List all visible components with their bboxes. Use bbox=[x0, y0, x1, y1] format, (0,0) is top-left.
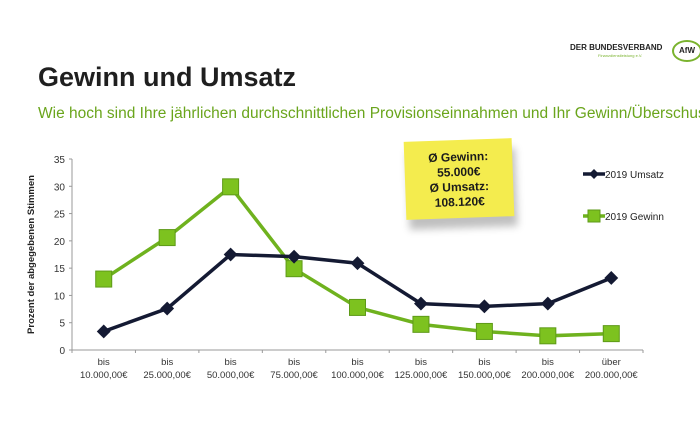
y-tick-label: 20 bbox=[54, 237, 66, 248]
x-tick-label: bis bbox=[225, 357, 237, 368]
legend-marker-2019-umsatz bbox=[589, 169, 599, 179]
data-point-2019-gewinn bbox=[412, 315, 430, 333]
logo-line1: DER BUNDESVERBAND bbox=[570, 43, 663, 52]
logo-badge: AfW bbox=[672, 40, 700, 62]
logo-line2: Finanzdienstleistung e.V. bbox=[598, 53, 643, 58]
y-axis-label: Prozent der abgegebenen Stimmen bbox=[26, 175, 37, 334]
x-tick-label: 25.000,00€ bbox=[143, 370, 191, 381]
x-tick-label: bis bbox=[351, 357, 363, 368]
data-point-2019-gewinn bbox=[222, 178, 240, 196]
note-umsatz-value: 108.120€ bbox=[434, 194, 486, 210]
x-tick-label: bis bbox=[161, 357, 173, 368]
data-point-2019-umsatz bbox=[477, 299, 492, 314]
x-tick-label: 75.000,00€ bbox=[270, 370, 318, 381]
afw-logo: DER BUNDESVERBAND Finanzdienstleistung e… bbox=[570, 40, 700, 64]
x-tick-label: 100.000,00€ bbox=[331, 370, 385, 381]
data-point-2019-umsatz bbox=[96, 324, 111, 339]
x-tick-label: 10.000,00€ bbox=[80, 370, 128, 381]
x-tick-label: 200.000,00€ bbox=[521, 370, 575, 381]
y-tick-label: 25 bbox=[54, 210, 66, 221]
y-tick-label: 0 bbox=[59, 346, 65, 357]
page-title: Gewinn und Umsatz bbox=[38, 62, 297, 92]
x-tick-label: bis bbox=[542, 357, 554, 368]
y-tick-label: 10 bbox=[54, 291, 66, 302]
data-point-2019-gewinn bbox=[539, 327, 557, 345]
y-tick-label: 35 bbox=[54, 155, 66, 166]
data-point-2019-umsatz bbox=[540, 296, 555, 311]
x-tick-label: 50.000,00€ bbox=[207, 370, 255, 381]
data-point-2019-gewinn bbox=[349, 298, 366, 316]
x-tick-label: 125.000,00€ bbox=[395, 370, 449, 381]
data-point-2019-gewinn bbox=[95, 270, 113, 288]
x-tick-label: bis bbox=[288, 357, 300, 368]
x-tick-label: 150.000,00€ bbox=[458, 370, 512, 381]
y-tick-label: 30 bbox=[54, 182, 66, 193]
page-subtitle: Wie hoch sind Ihre jährlichen durchschni… bbox=[38, 105, 700, 122]
y-tick-label: 5 bbox=[59, 319, 65, 330]
data-point-2019-umsatz bbox=[604, 271, 619, 285]
data-point-2019-umsatz bbox=[223, 247, 238, 262]
x-tick-label: bis bbox=[415, 357, 427, 368]
x-tick-label: bis bbox=[98, 357, 110, 368]
data-point-2019-gewinn bbox=[475, 322, 493, 340]
data-point-2019-gewinn bbox=[158, 229, 176, 247]
sticky-note: Ø Gewinn: 55.000€ Ø Umsatz: 108.120€ bbox=[403, 138, 515, 220]
legend-label-2019-umsatz: 2019 Umsatz bbox=[605, 170, 664, 181]
x-tick-label: über bbox=[602, 357, 621, 368]
x-tick-label: bis bbox=[478, 357, 490, 368]
y-tick-label: 15 bbox=[54, 264, 66, 275]
legend-label-2019-gewinn: 2019 Gewinn bbox=[605, 212, 664, 223]
data-point-2019-gewinn bbox=[602, 325, 620, 343]
legend-marker-2019-gewinn bbox=[587, 209, 601, 223]
data-point-2019-umsatz bbox=[350, 256, 365, 271]
x-tick-label: 200.000,00€ bbox=[585, 370, 639, 381]
